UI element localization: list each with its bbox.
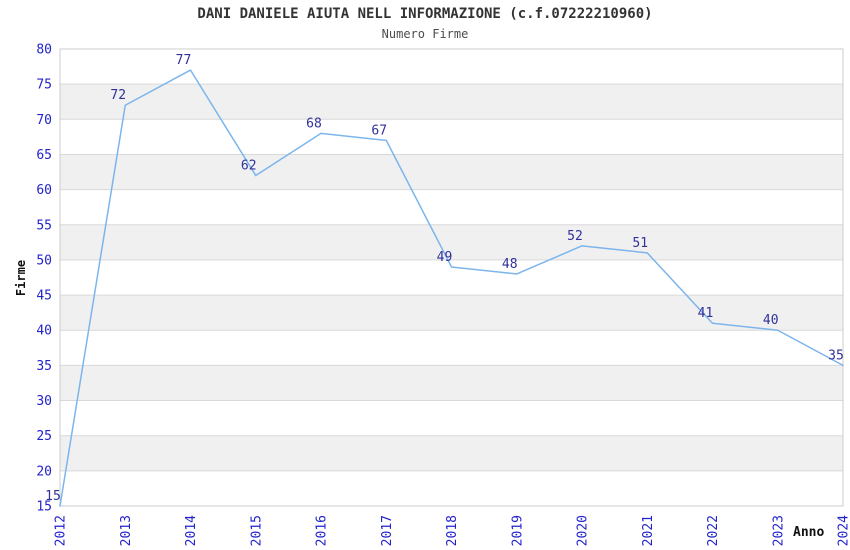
x-tick-label: 2015 <box>249 515 264 546</box>
y-tick-label: 50 <box>36 253 52 268</box>
y-tick-label: 40 <box>36 324 52 339</box>
x-tick-label: 2013 <box>119 515 134 546</box>
x-tick-label: 2018 <box>445 515 460 546</box>
data-point-label: 51 <box>632 236 648 251</box>
x-tick-label: 2014 <box>184 515 199 546</box>
y-axis-title: Firme <box>14 259 28 297</box>
data-point-label: 62 <box>241 159 257 174</box>
data-point-label: 40 <box>763 313 779 328</box>
data-point-label: 49 <box>437 250 453 265</box>
x-tick-label: 2024 <box>837 515 850 546</box>
y-tick-label: 65 <box>36 148 52 163</box>
x-tick-label: 2021 <box>641 515 656 546</box>
y-tick-label: 35 <box>36 359 52 374</box>
plot-band <box>60 224 843 260</box>
y-tick-label: 75 <box>36 78 52 93</box>
plot-border <box>59 48 844 507</box>
x-tick-label: 2017 <box>380 515 395 546</box>
x-tick-label: 2019 <box>510 515 525 546</box>
y-tick-label: 20 <box>36 464 52 479</box>
plot-band <box>60 154 843 190</box>
data-point-label: 67 <box>371 123 387 138</box>
x-tick-label: 2023 <box>771 515 786 546</box>
y-tick-label: 30 <box>36 394 52 409</box>
y-tick-label: 25 <box>36 429 52 444</box>
x-tick-label: 2016 <box>315 515 330 546</box>
data-point-label: 35 <box>828 348 844 363</box>
plot-band <box>60 435 843 471</box>
line-series <box>59 69 844 507</box>
data-point-label: 68 <box>306 116 322 131</box>
plot-band <box>60 365 843 401</box>
x-tick-label: 2022 <box>706 515 721 546</box>
data-point-label: 48 <box>502 257 518 272</box>
x-tick-label: 2020 <box>576 515 591 546</box>
data-point-label: 72 <box>110 88 126 103</box>
plot-band <box>60 295 843 331</box>
y-tick-label: 80 <box>36 43 52 58</box>
y-tick-label: 15 <box>36 500 52 515</box>
plot-band <box>60 84 843 120</box>
x-tick-label: 2012 <box>54 515 69 546</box>
chart-title: DANI DANIELE AIUTA NELL INFORMAZIONE (c.… <box>197 6 653 22</box>
data-point-label: 52 <box>567 229 583 244</box>
y-tick-label: 60 <box>36 183 52 198</box>
data-point-label: 41 <box>698 306 714 321</box>
y-tick-label: 55 <box>36 218 52 233</box>
x-axis-title: Anno <box>793 525 825 540</box>
data-point-label: 77 <box>176 53 192 68</box>
y-tick-label: 70 <box>36 113 52 128</box>
data-point-label: 15 <box>45 489 61 504</box>
y-tick-label: 45 <box>36 289 52 304</box>
chart-subtitle: Numero Firme <box>381 27 469 41</box>
